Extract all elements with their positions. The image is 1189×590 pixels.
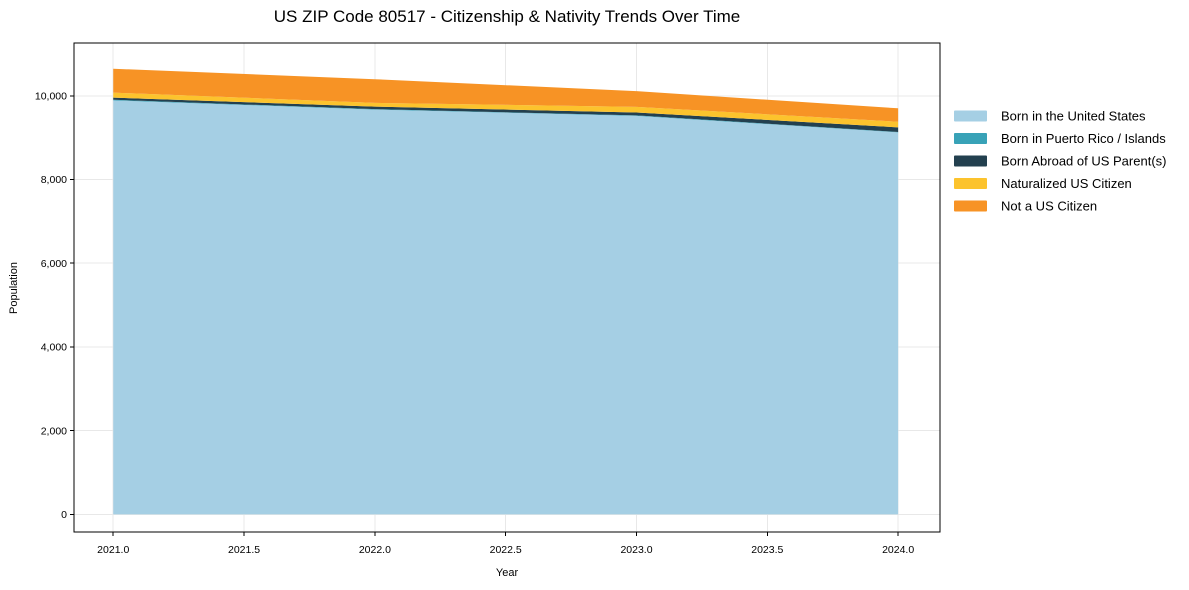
legend-swatch-2 [954,155,987,167]
y-tick-label: 4,000 [41,342,67,354]
area-series [113,68,899,515]
y-tick-label: 0 [61,509,67,521]
x-tick-label: 2023.0 [620,544,652,556]
plot-frame [73,42,941,533]
axis-ticks [70,95,899,536]
y-tick-label: 10,000 [35,90,67,102]
y-tick-label: 2,000 [41,425,67,437]
legend-swatch-4 [954,200,987,212]
tick-labels: 2021.0 2021.5 2022.0 2022.5 2023.0 2023.5 2024… [35,90,914,556]
y-tick-label: 8,000 [41,174,67,186]
legend-label-0: Born in the United States [1001,109,1146,124]
x-tick-label: 2024.0 [882,544,914,556]
legend-swatch-1 [954,133,987,144]
x-axis-label: Year [496,567,519,579]
legend: Born in the United States Born in Puerto … [954,109,1166,214]
area-series-1 [113,99,899,133]
legend-swatch-3 [954,178,987,189]
legend-swatch-0 [954,110,987,122]
y-tick-label: 6,000 [41,258,67,270]
area-series-3 [113,92,899,128]
x-tick-label: 2023.5 [751,544,783,556]
x-tick-label: 2022.5 [490,544,522,556]
x-tick-label: 2021.0 [97,544,129,556]
legend-label-4: Not a US Citizen [1001,199,1097,214]
y-axis-label: Population [8,262,20,314]
legend-label-1: Born in Puerto Rico / Islands [1001,131,1166,146]
x-tick-label: 2021.5 [228,544,260,556]
chart-title: US ZIP Code 80517 - Citizenship & Nativi… [274,7,740,26]
legend-label-2: Born Abroad of US Parent(s) [1001,154,1166,169]
area-series-2 [113,97,899,132]
area-series-0 [113,100,899,515]
area-series-4 [113,68,899,122]
x-tick-label: 2022.0 [359,544,391,556]
legend-label-3: Naturalized US Citizen [1001,176,1132,191]
